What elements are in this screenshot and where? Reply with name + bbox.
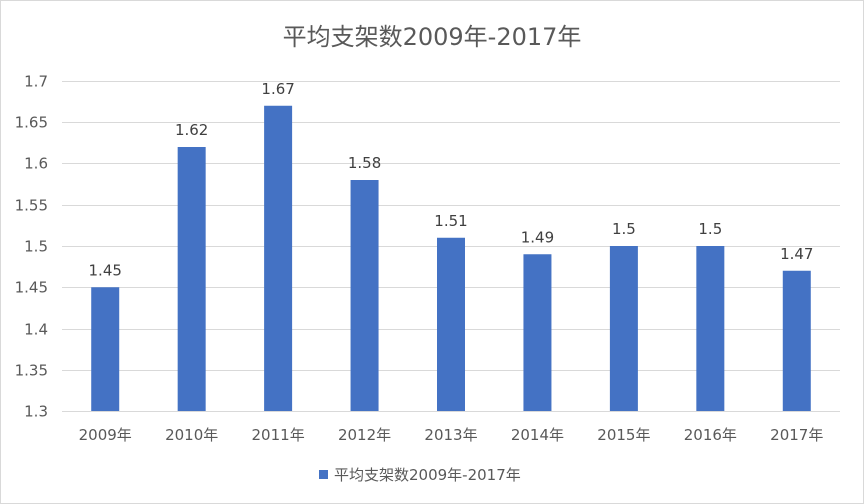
bar [523,254,552,411]
bar [177,147,206,411]
x-tick-label: 2017年 [770,426,823,444]
legend-swatch [319,470,328,479]
x-tick-label: 2010年 [165,426,218,444]
y-tick-label: 1.4 [24,321,48,339]
x-tick-label: 2012年 [338,426,391,444]
y-tick-label: 1.45 [15,279,48,297]
bar [91,287,120,411]
bar [264,105,293,411]
x-tick-label: 2015年 [597,426,650,444]
x-tick-label: 2013年 [424,426,477,444]
y-axis-tick-labels: 1.3 1.35 1.4 1.45 1.5 1.55 1.6 1.65 1.7 [15,73,48,421]
bar [782,270,811,411]
bar [696,246,725,411]
x-tick-label: 2009年 [79,426,132,444]
x-tick-label: 2011年 [252,426,305,444]
data-labels: 1.45 1.62 1.67 1.58 1.51 1.49 1.5 1.5 1.47 [89,80,814,280]
data-label: 1.45 [89,261,122,279]
data-label: 1.62 [175,121,208,139]
data-label: 1.58 [348,154,381,172]
data-label: 1.47 [780,245,813,263]
y-tick-label: 1.6 [24,155,48,173]
data-label: 1.51 [434,212,467,230]
data-label: 1.67 [261,80,294,98]
x-tick-label: 2016年 [684,426,737,444]
legend: 平均支架数2009年-2017年 [319,466,521,484]
bar-series [91,105,811,411]
chart-title: 平均支架数2009年-2017年 [283,23,582,51]
x-axis-tick-labels: 2009年 2010年 2011年 2012年 2013年 2014年 2015年 2016年… [79,426,824,444]
y-tick-label: 1.7 [24,73,48,91]
y-tick-label: 1.65 [15,114,48,132]
bar [437,237,465,411]
bar [350,180,379,411]
y-tick-label: 1.55 [15,197,48,215]
y-tick-label: 1.3 [24,403,48,421]
data-label: 1.5 [698,220,722,238]
data-label: 1.49 [521,228,554,246]
y-tick-label: 1.5 [24,238,48,256]
legend-label: 平均支架数2009年-2017年 [334,466,521,484]
y-tick-label: 1.35 [15,362,48,380]
data-label: 1.5 [612,220,636,238]
x-tick-label: 2014年 [511,426,564,444]
bar [609,246,638,411]
